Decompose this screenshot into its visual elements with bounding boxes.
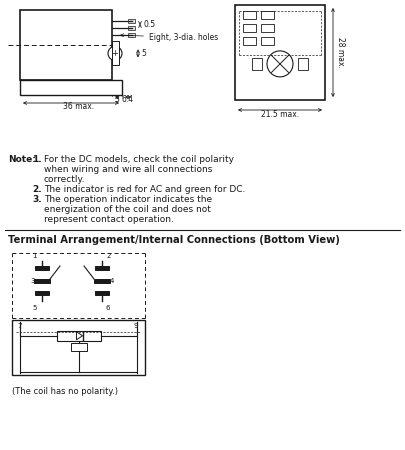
Text: represent contact operation.: represent contact operation. bbox=[44, 215, 174, 224]
Bar bbox=[235, 5, 325, 100]
Bar bbox=[35, 266, 49, 270]
Bar bbox=[128, 19, 135, 23]
Text: Eight, 3-dia. holes: Eight, 3-dia. holes bbox=[121, 33, 218, 42]
Bar bbox=[94, 279, 110, 283]
Bar bbox=[12, 320, 145, 375]
Bar bbox=[261, 37, 274, 45]
Bar bbox=[70, 343, 87, 351]
Text: 36 max.: 36 max. bbox=[63, 102, 94, 111]
Text: 3: 3 bbox=[30, 278, 34, 284]
Text: 28 max.: 28 max. bbox=[336, 37, 345, 68]
Bar bbox=[243, 37, 256, 45]
Text: 3: 3 bbox=[115, 95, 119, 104]
Text: 0.5: 0.5 bbox=[143, 20, 155, 29]
Text: 21.5 max.: 21.5 max. bbox=[261, 110, 299, 119]
Text: (The coil has no polarity.): (The coil has no polarity.) bbox=[12, 387, 118, 396]
Bar bbox=[298, 58, 308, 70]
Text: 7: 7 bbox=[17, 323, 21, 329]
Bar bbox=[128, 33, 135, 37]
Bar bbox=[35, 291, 49, 295]
Bar bbox=[261, 11, 274, 19]
Bar bbox=[243, 11, 256, 19]
Text: Terminal Arrangement/Internal Connections (Bottom View): Terminal Arrangement/Internal Connection… bbox=[8, 235, 340, 245]
Circle shape bbox=[108, 46, 122, 60]
Text: when wiring and wire all connections: when wiring and wire all connections bbox=[44, 165, 212, 174]
Text: 6: 6 bbox=[106, 305, 111, 311]
Text: The operation indicator indicates the: The operation indicator indicates the bbox=[44, 195, 212, 204]
Bar bbox=[252, 58, 262, 70]
Text: Note:: Note: bbox=[8, 155, 36, 164]
Text: 4: 4 bbox=[110, 278, 114, 284]
Text: For the DC models, check the coil polarity: For the DC models, check the coil polari… bbox=[44, 155, 234, 164]
Text: 2: 2 bbox=[107, 253, 111, 259]
Bar bbox=[20, 80, 122, 95]
Bar bbox=[57, 331, 100, 341]
Text: 5: 5 bbox=[32, 305, 36, 311]
Text: +: + bbox=[111, 49, 118, 58]
Text: The indicator is red for AC and green for DC.: The indicator is red for AC and green fo… bbox=[44, 185, 245, 194]
Text: 5: 5 bbox=[141, 49, 146, 58]
Text: 9: 9 bbox=[133, 323, 138, 329]
Text: 1: 1 bbox=[32, 253, 36, 259]
Bar bbox=[112, 41, 119, 65]
Circle shape bbox=[267, 51, 293, 77]
Bar bbox=[128, 26, 135, 30]
Bar bbox=[261, 24, 274, 32]
Bar bbox=[95, 266, 109, 270]
Text: 6.4: 6.4 bbox=[122, 95, 134, 104]
Text: 2.: 2. bbox=[32, 185, 42, 194]
Text: 1.: 1. bbox=[32, 155, 42, 164]
Text: correctly.: correctly. bbox=[44, 175, 85, 184]
Bar bbox=[34, 279, 50, 283]
Bar bbox=[20, 10, 112, 80]
Bar bbox=[243, 24, 256, 32]
Text: energization of the coil and does not: energization of the coil and does not bbox=[44, 205, 211, 214]
Text: 3.: 3. bbox=[32, 195, 42, 204]
Bar bbox=[95, 291, 109, 295]
